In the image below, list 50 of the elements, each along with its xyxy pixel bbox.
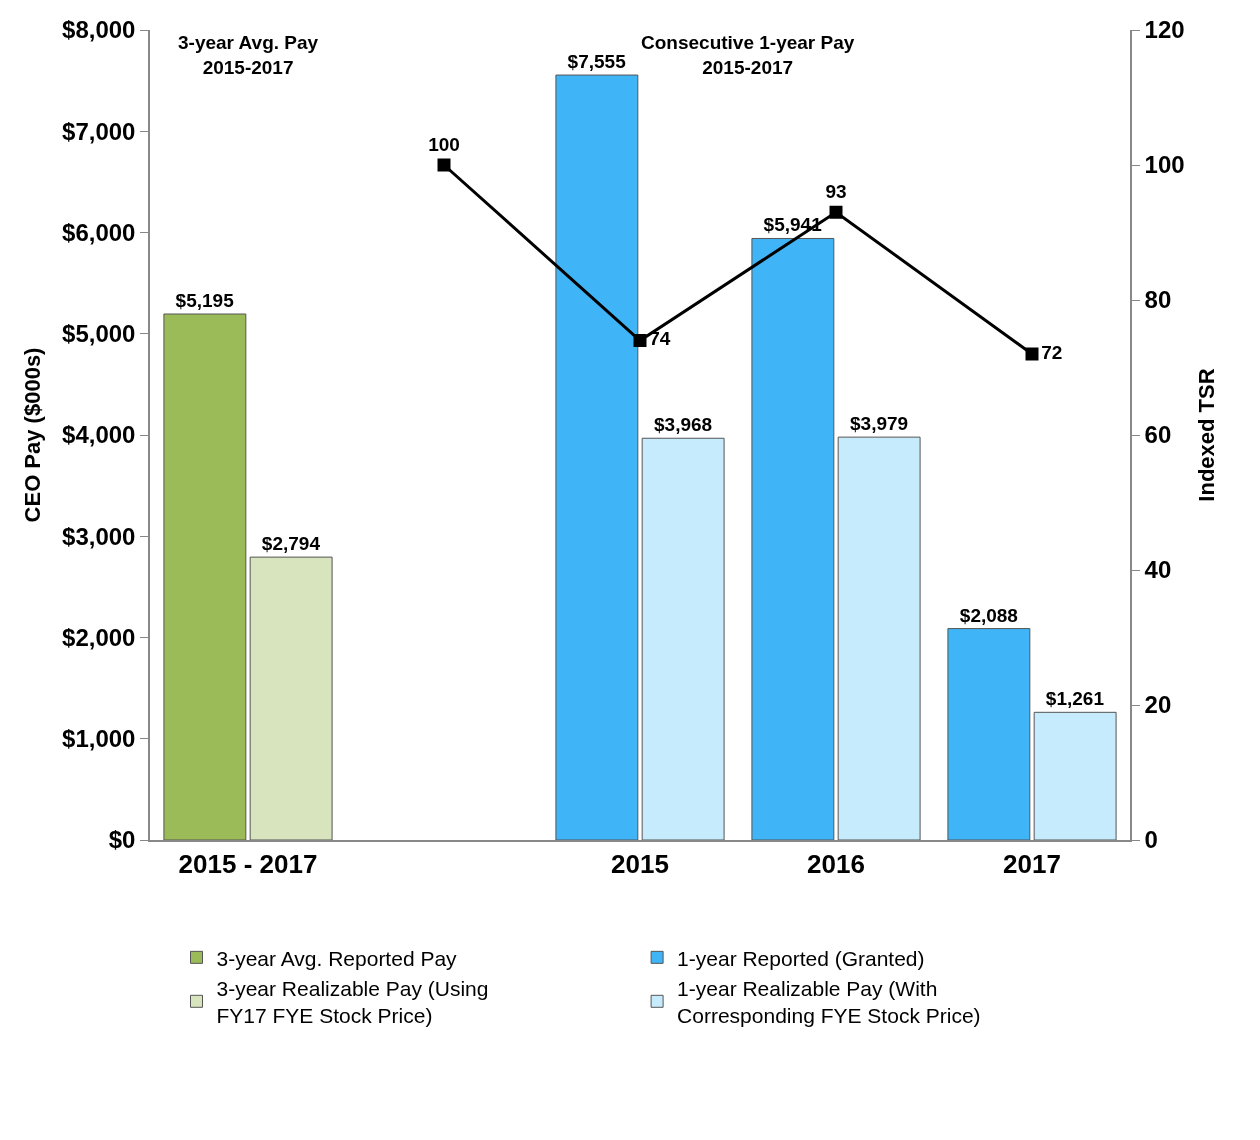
y-tick-label: $6,000 — [62, 218, 136, 246]
y2-axis-title: Indexed TSR — [1194, 368, 1219, 502]
bar — [947, 628, 1031, 840]
legend-label: 1-year Realizable Pay (With Corresponding FYE Stock Price) — [677, 976, 981, 1028]
bar — [837, 436, 921, 840]
bar — [249, 556, 333, 840]
legend-label: 3-year Realizable Pay (Using FY17 FYE Stock Price) — [216, 976, 489, 1028]
data-label: 100 — [428, 134, 460, 156]
y-tick-label: $7,000 — [62, 117, 136, 145]
point — [829, 205, 843, 219]
x-tick-label: 2015 - 2017 — [178, 848, 318, 879]
data-label: $5,195 — [175, 290, 235, 312]
bar — [555, 74, 639, 840]
legend-label: 1-year Reported (Granted) — [677, 946, 925, 970]
y2-tick-label: 120 — [1144, 16, 1185, 44]
data-label: 72 — [1041, 341, 1063, 363]
y2-tick-label: 40 — [1144, 556, 1172, 584]
bar — [1033, 711, 1117, 840]
y2-tick-label: 100 — [1144, 151, 1185, 179]
y2-tick-label: 20 — [1144, 691, 1172, 719]
y-tick-label: $2,000 — [62, 623, 136, 651]
data-label: $2,794 — [261, 533, 321, 555]
x-tick-label: 2016 — [807, 848, 865, 879]
x-tick-label: 2015 — [611, 848, 669, 879]
y-tick-label: $0 — [108, 826, 136, 854]
y-tick-label: $1,000 — [62, 725, 136, 753]
point — [437, 158, 451, 172]
bar — [641, 437, 725, 840]
data-label: $3,968 — [654, 414, 713, 436]
point — [633, 334, 647, 347]
data-label: $1,261 — [1045, 688, 1105, 710]
legend-label: 3-year Avg. Reported Pay — [216, 946, 458, 970]
y-tick-label: $5,000 — [62, 320, 136, 348]
y2-tick-label: 80 — [1144, 286, 1172, 314]
y-tick-label: $4,000 — [62, 421, 136, 449]
point — [1025, 347, 1039, 361]
data-label: $3,979 — [850, 413, 909, 435]
x-tick-label: 2017 — [1003, 848, 1061, 879]
data-label: $7,555 — [567, 51, 627, 73]
data-label: 93 — [825, 181, 847, 203]
y2-tick-label: 0 — [1144, 826, 1158, 854]
y2-tick-label: 60 — [1144, 421, 1172, 449]
annotation: Consecutive 1-year Pay 2015-2017 — [641, 32, 855, 78]
y-axis-title: CEO Pay ($000s) — [20, 347, 46, 523]
annotation: 3-year Avg. Pay 2015-2017 — [178, 32, 319, 78]
y-tick-label: $3,000 — [62, 522, 136, 550]
bar — [163, 313, 247, 840]
data-label: $2,088 — [959, 604, 1018, 626]
y-tick-label: $8,000 — [62, 16, 136, 44]
bar — [751, 237, 835, 840]
